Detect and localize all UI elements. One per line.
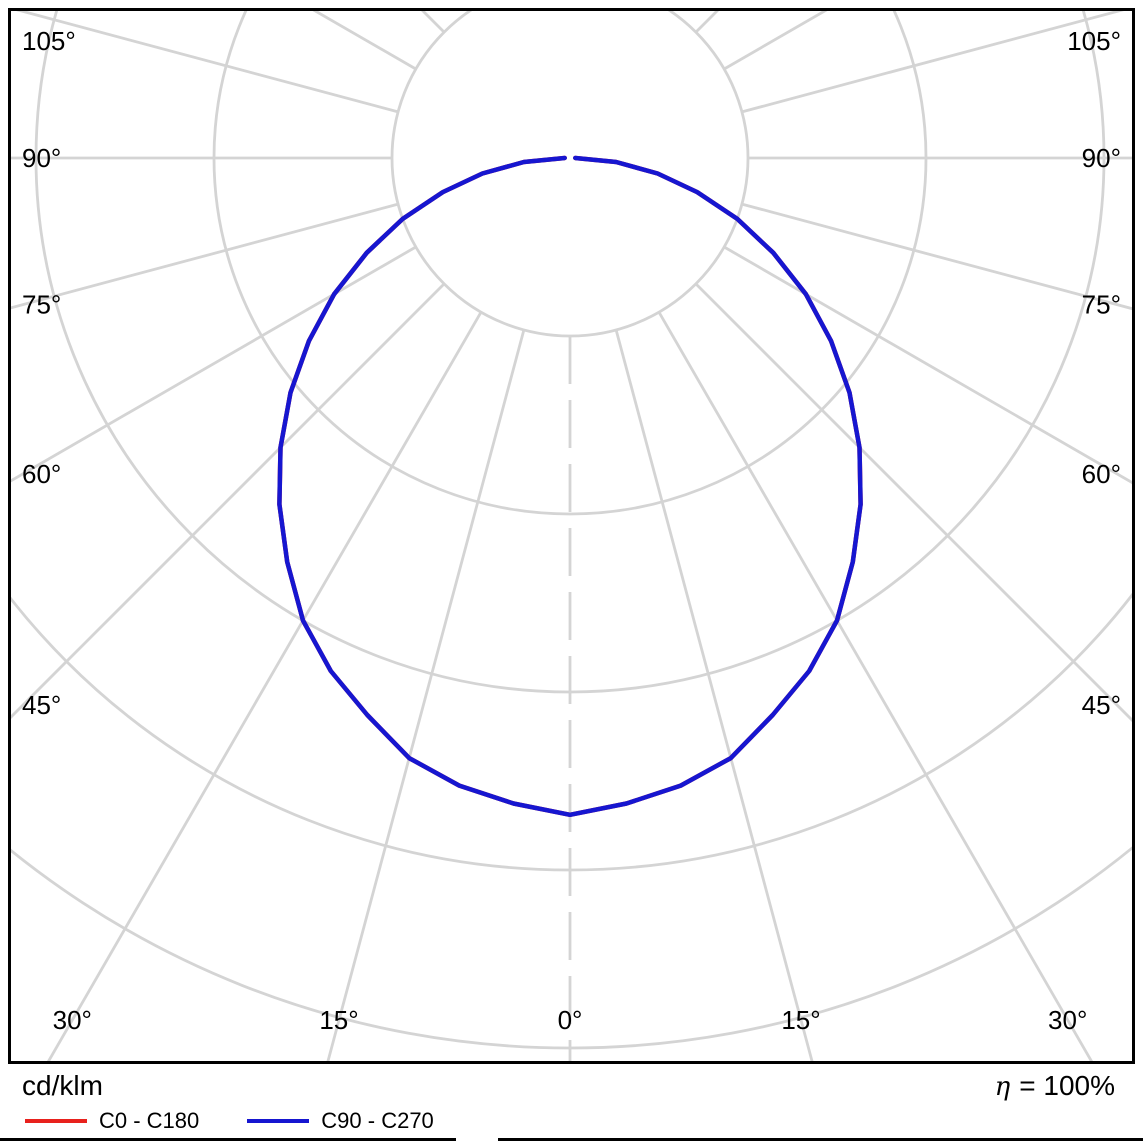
eta-symbol: η	[994, 1072, 1011, 1102]
angle-label: 75°	[22, 290, 61, 320]
angle-label: 30°	[53, 1005, 92, 1035]
grid-ray	[723, 245, 1132, 485]
angle-label: 15°	[319, 1005, 358, 1035]
angle-label: 90°	[22, 143, 61, 173]
angle-label: 15°	[781, 1005, 820, 1035]
legend-label-c90-c270: C90 - C270	[321, 1108, 434, 1133]
polar-chart: 0° 15° 15° 30° 30° 45° 45° 60° 60° 75° 75° 90° 90° 10…	[11, 11, 1132, 1061]
legend: C0 - C180 C90 - C270	[25, 1108, 434, 1134]
grid-ray	[614, 329, 814, 1061]
grid-ray	[421, 11, 446, 34]
angle-label: 45°	[1082, 690, 1121, 720]
angle-label: 105°	[1067, 26, 1121, 56]
grid-ring	[390, 11, 750, 338]
grid-ray	[47, 311, 483, 1061]
angle-label: 30°	[1048, 1005, 1087, 1035]
diagram-footer: cd/klm η = 100%	[0, 1068, 1143, 1102]
angle-label: 0°	[558, 1005, 583, 1035]
angle-label: 90°	[1082, 143, 1121, 173]
legend-label-c0-c180: C0 - C180	[99, 1108, 200, 1133]
curve-c90-c270	[277, 155, 863, 818]
legend-item-c0-c180: C0 - C180	[25, 1108, 199, 1134]
unit-label: cd/klm	[22, 1070, 103, 1101]
angle-label: 75°	[1082, 290, 1121, 320]
legend-item-c90-c270: C90 - C270	[247, 1108, 434, 1134]
bottom-divider-left	[0, 1138, 456, 1141]
grid-ray	[694, 282, 1132, 722]
grid-ray	[11, 245, 417, 483]
legend-swatch-c90-c270-icon	[247, 1119, 310, 1123]
grid-ray	[11, 202, 399, 310]
bottom-divider-right	[498, 1138, 1143, 1141]
legend-swatch-c0-c180-icon	[25, 1119, 87, 1123]
efficiency-label: η = 100%	[995, 1070, 1115, 1102]
grid-ray	[11, 282, 446, 719]
grid-ray	[16, 11, 399, 114]
angle-label: 45°	[22, 690, 61, 720]
grid-ring	[11, 592, 1132, 872]
grid-ring	[11, 845, 1132, 1050]
grid-ray	[741, 202, 1132, 311]
polar-diagram-frame: 0° 15° 15° 30° 30° 45° 45° 60° 60° 75° 75° 90° 90° 10…	[8, 8, 1135, 1064]
angle-label: 60°	[1082, 459, 1121, 489]
eta-value: = 100%	[1019, 1070, 1115, 1101]
grid-ray	[741, 11, 1124, 114]
grid-ray	[657, 311, 1093, 1061]
angle-label: 105°	[22, 26, 76, 56]
angle-label: 60°	[22, 459, 61, 489]
grid-ray	[326, 329, 526, 1061]
